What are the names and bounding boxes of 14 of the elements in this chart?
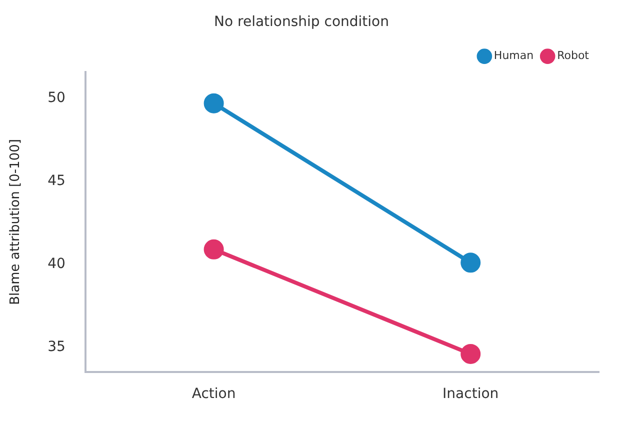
legend-label: Human (494, 49, 534, 62)
legend-label: Robot (557, 49, 590, 62)
y-tick-label: 40 (48, 256, 66, 272)
point (460, 252, 481, 273)
x-tick-label: Inaction (442, 386, 499, 402)
y-axis-title: Blame attribution [0-100] (8, 139, 24, 305)
y-tick-label: 50 (48, 90, 66, 106)
point (204, 93, 224, 114)
point (204, 239, 224, 260)
y-tick-label: 35 (48, 338, 66, 355)
point (460, 344, 481, 364)
y-tick-label: 45 (48, 172, 66, 189)
x-tick-label: Action (192, 386, 236, 402)
chart-title: No relationship condition (214, 14, 389, 30)
